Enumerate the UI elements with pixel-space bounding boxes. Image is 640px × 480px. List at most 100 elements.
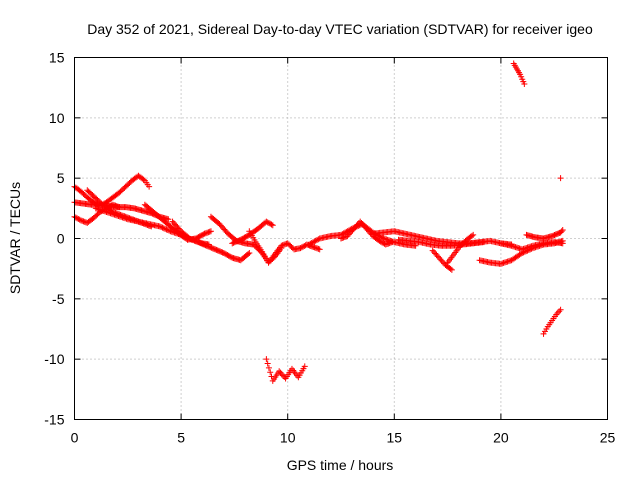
series-arc-q <box>444 231 477 266</box>
data-point <box>298 244 305 251</box>
data-point <box>289 245 296 252</box>
data-point <box>163 226 170 233</box>
data-point <box>315 236 322 243</box>
data-point <box>264 360 271 367</box>
data-point <box>354 221 361 228</box>
data-point <box>277 369 284 376</box>
data-point <box>146 183 153 190</box>
data-point <box>301 242 308 249</box>
data-point <box>480 239 487 246</box>
data-point <box>363 225 370 232</box>
series-arc-o <box>395 236 487 249</box>
x-tick-label: 0 <box>71 430 79 446</box>
series-arc-t <box>523 227 566 242</box>
data-point <box>301 363 308 370</box>
x-tick-label: 25 <box>600 430 616 446</box>
data-point <box>353 222 360 229</box>
data-point <box>263 218 270 225</box>
data-point <box>447 265 454 272</box>
data-point <box>430 249 437 256</box>
data-point <box>165 216 172 223</box>
data-point <box>468 232 475 239</box>
data-point <box>357 218 364 225</box>
data-point <box>140 176 147 183</box>
series-arc-a <box>71 172 153 209</box>
data-point <box>359 221 366 228</box>
data-point <box>316 246 323 253</box>
data-point <box>297 245 304 252</box>
series-arc-f <box>141 201 214 243</box>
data-point <box>434 253 441 260</box>
data-point <box>559 240 566 247</box>
data-point <box>72 214 79 221</box>
y-tick-label: -15 <box>44 412 64 428</box>
x-tick-label: 15 <box>387 430 403 446</box>
data-point <box>74 215 81 222</box>
data-point <box>265 364 272 371</box>
y-axis-label: SDTVAR / TECUs <box>7 182 23 294</box>
data-point <box>269 222 276 229</box>
data-point <box>352 224 359 231</box>
data-point <box>246 249 253 256</box>
y-tick-label: 0 <box>57 231 65 247</box>
data-point <box>521 81 528 88</box>
data-point <box>559 227 566 234</box>
series-arc-u <box>510 60 528 88</box>
data-point <box>265 220 272 227</box>
data-point <box>366 228 373 235</box>
data-point <box>346 230 353 237</box>
data-point <box>162 225 169 232</box>
data-point <box>116 204 123 211</box>
data-point <box>380 240 387 247</box>
data-point <box>350 225 357 232</box>
data-point <box>349 227 356 234</box>
plot-frame <box>74 57 608 420</box>
data-point <box>345 231 352 238</box>
data-point <box>438 257 445 264</box>
data-point <box>378 239 385 246</box>
data-point <box>432 250 439 257</box>
data-point <box>470 231 477 238</box>
data-point <box>377 238 384 245</box>
series-arc-g <box>169 218 253 264</box>
data-point <box>362 224 369 231</box>
data-point <box>364 227 371 234</box>
data-point <box>557 175 564 182</box>
data-point <box>361 222 368 229</box>
y-tick-label: 5 <box>57 170 65 186</box>
x-axis-label: GPS time / hours <box>287 457 394 473</box>
data-point <box>160 225 167 232</box>
y-tick-label: 10 <box>49 110 65 126</box>
data-point <box>166 227 173 234</box>
x-tick-label: 20 <box>493 430 509 446</box>
data-point <box>263 356 270 363</box>
series-arc-w <box>540 306 564 337</box>
data-point <box>300 243 307 250</box>
series-arc-n <box>369 228 515 248</box>
series-arc-k <box>263 356 308 384</box>
series-arc-p <box>429 247 455 273</box>
data-point <box>429 247 436 254</box>
series-arc-v <box>557 175 564 182</box>
data-point <box>358 220 365 227</box>
data-point <box>278 371 285 378</box>
series-arc-m <box>338 218 396 248</box>
data-point <box>75 215 82 222</box>
data-point <box>267 369 274 376</box>
series-arc-s <box>497 239 566 253</box>
x-tick-label: 5 <box>177 430 185 446</box>
points-layer <box>71 60 566 384</box>
data-point <box>557 306 564 313</box>
data-point <box>389 239 396 246</box>
data-point <box>437 256 444 263</box>
data-point <box>448 266 455 273</box>
y-tick-label: 15 <box>49 50 65 66</box>
y-tick-label: -5 <box>52 291 65 307</box>
data-point <box>164 227 171 234</box>
data-point <box>433 251 440 258</box>
x-tick-label: 10 <box>280 430 296 446</box>
data-point <box>245 251 252 258</box>
chart-title: Day 352 of 2021, Sidereal Day-to-day VTE… <box>87 21 593 37</box>
data-point <box>207 228 214 235</box>
